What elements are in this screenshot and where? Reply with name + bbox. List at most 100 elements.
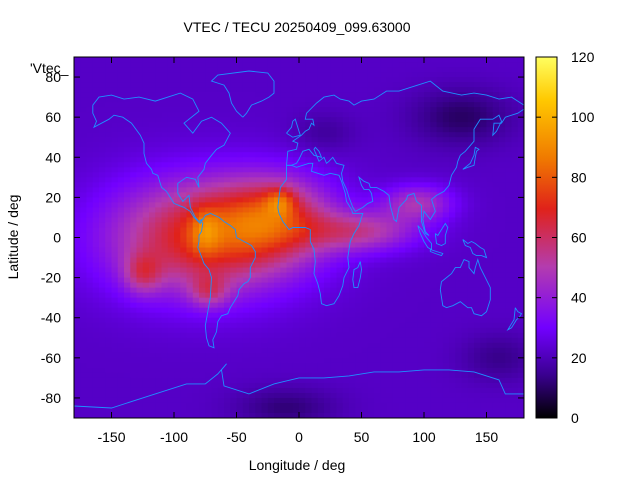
heatmap-cell <box>255 292 263 299</box>
heatmap-cell <box>142 162 150 168</box>
heatmap-cell <box>155 257 163 264</box>
heatmap-cell <box>311 147 319 153</box>
heatmap-cell <box>424 67 431 73</box>
heatmap-cell <box>374 377 381 384</box>
heatmap-cell <box>211 342 219 349</box>
heatmap-cell <box>199 177 206 183</box>
heatmap-cell <box>280 207 288 214</box>
heatmap-cell <box>417 72 425 78</box>
heatmap-cell <box>255 102 263 108</box>
heatmap-cell <box>361 222 369 229</box>
heatmap-cell <box>230 232 238 239</box>
heatmap-cell <box>105 62 113 68</box>
heatmap-cell <box>286 382 294 389</box>
heatmap-cell <box>267 367 275 374</box>
heatmap-cell <box>230 237 238 244</box>
heatmap-cell <box>505 167 513 173</box>
heatmap-cell <box>374 287 381 294</box>
heatmap-cell <box>324 237 331 244</box>
heatmap-cell <box>286 362 294 369</box>
heatmap-cell <box>267 392 275 399</box>
heatmap-cell <box>367 377 375 384</box>
heatmap-cell <box>461 322 469 329</box>
heatmap-cell <box>305 357 313 364</box>
heatmap-cell <box>361 372 369 379</box>
heatmap-cell <box>105 57 113 63</box>
heatmap-cell <box>492 102 500 108</box>
heatmap-cell <box>80 212 88 219</box>
heatmap-cell <box>517 377 524 384</box>
heatmap-cell <box>186 337 194 344</box>
heatmap-cell <box>280 212 288 219</box>
heatmap-cell <box>205 267 213 274</box>
heatmap-cell <box>386 177 394 183</box>
heatmap-cell <box>130 222 138 229</box>
heatmap-cell <box>480 57 488 63</box>
heatmap-cell <box>411 352 419 359</box>
heatmap-cell <box>305 377 313 384</box>
heatmap-cell <box>242 372 250 379</box>
heatmap-cell <box>317 102 325 108</box>
heatmap-cell <box>380 107 388 113</box>
heatmap-cell <box>224 337 231 344</box>
heatmap-cell <box>449 292 456 299</box>
heatmap-cell <box>336 232 344 239</box>
heatmap-cell <box>480 207 488 214</box>
heatmap-cell <box>349 227 356 234</box>
heatmap-cell <box>74 57 81 63</box>
heatmap-cell <box>324 272 331 279</box>
heatmap-cell <box>86 192 94 198</box>
heatmap-cell <box>355 192 363 198</box>
heatmap-cell <box>455 342 463 349</box>
heatmap-cell <box>86 277 94 284</box>
heatmap-cell <box>511 387 519 394</box>
heatmap-cell <box>99 72 106 78</box>
heatmap-cell <box>511 87 519 93</box>
heatmap-cell <box>386 367 394 374</box>
heatmap-cell <box>130 122 138 128</box>
heatmap-cell <box>261 277 269 284</box>
heatmap-cell <box>461 57 469 63</box>
heatmap-cell <box>230 277 238 284</box>
heatmap-cell <box>505 142 513 148</box>
heatmap-cell <box>349 357 356 364</box>
heatmap-cell <box>186 222 194 229</box>
heatmap-cell <box>411 202 419 209</box>
heatmap-cell <box>505 327 513 334</box>
heatmap-cell <box>449 212 456 219</box>
heatmap-cell <box>386 327 394 334</box>
heatmap-cell <box>211 337 219 344</box>
heatmap-cell <box>499 362 506 369</box>
heatmap-cell <box>517 342 524 349</box>
heatmap-cell <box>130 257 138 264</box>
heatmap-cell <box>80 117 88 123</box>
heatmap-cell <box>105 307 113 314</box>
heatmap-cell <box>74 87 81 93</box>
heatmap-cell <box>274 302 281 309</box>
heatmap-cell <box>86 257 94 264</box>
heatmap-cell <box>449 132 456 138</box>
heatmap-cell <box>242 132 250 138</box>
heatmap-cell <box>311 207 319 214</box>
heatmap-cell <box>342 142 350 148</box>
heatmap-cell <box>105 347 113 354</box>
heatmap-cell <box>255 282 263 289</box>
heatmap-cell <box>161 92 169 98</box>
heatmap-cell <box>355 147 363 153</box>
heatmap-cell <box>167 112 175 118</box>
heatmap-cell <box>74 237 81 244</box>
heatmap-cell <box>86 297 94 304</box>
heatmap-cell <box>99 137 106 143</box>
heatmap-cell <box>155 317 163 324</box>
heatmap-cell <box>186 252 194 259</box>
heatmap-cell <box>342 172 350 178</box>
heatmap-cell <box>474 162 481 168</box>
heatmap-cell <box>205 57 213 63</box>
heatmap-cell <box>311 382 319 389</box>
heatmap-cell <box>74 207 81 214</box>
heatmap-cell <box>86 197 94 203</box>
heatmap-cell <box>86 122 94 128</box>
heatmap-cell <box>149 157 156 163</box>
heatmap-cell <box>161 397 169 404</box>
heatmap-cell <box>449 162 456 168</box>
